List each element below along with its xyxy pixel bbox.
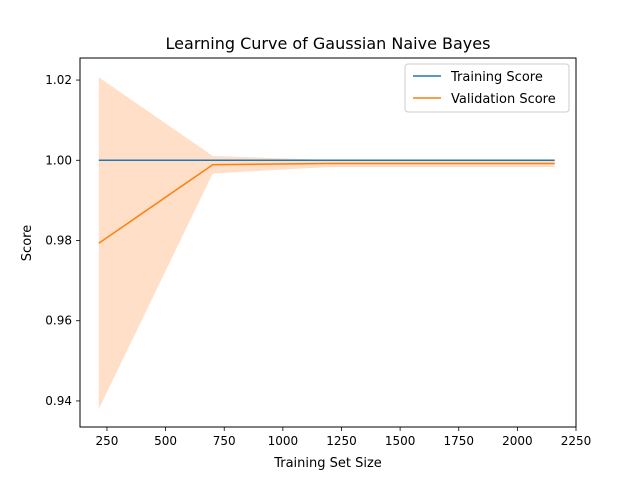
chart-title: Learning Curve of Gaussian Naive Bayes <box>166 34 491 53</box>
x-tick-label: 1250 <box>326 434 357 448</box>
x-tick-label: 500 <box>154 434 177 448</box>
x-tick-label: 1750 <box>443 434 474 448</box>
plot-frame <box>79 57 577 428</box>
series-lines <box>98 159 555 244</box>
validation-score-band <box>98 77 555 410</box>
y-axis-label: Score <box>20 225 35 261</box>
x-tick-label: 1500 <box>385 434 416 448</box>
y-axis-ticks: 0.94 0.96 0.98 1.00 1.02 <box>45 73 80 408</box>
legend-label-training: Training Score <box>450 70 543 85</box>
y-tick-label: 0.98 <box>45 233 72 247</box>
y-tick-label: 1.00 <box>45 153 72 167</box>
x-tick-label: 2250 <box>561 434 592 448</box>
x-axis-label: Training Set Size <box>273 456 382 471</box>
x-tick-label: 750 <box>213 434 236 448</box>
y-tick-label: 0.96 <box>45 314 72 328</box>
y-tick-label: 0.94 <box>45 394 72 408</box>
legend: Training Score Validation Score <box>404 63 570 113</box>
x-tick-label: 250 <box>96 434 119 448</box>
x-axis-ticks: 250 500 750 1000 1250 1500 1750 2000 2250 <box>96 427 592 448</box>
x-tick-label: 2000 <box>502 434 533 448</box>
validation-score-line <box>98 162 555 244</box>
x-tick-label: 1000 <box>268 434 299 448</box>
confidence-bands <box>98 77 555 410</box>
legend-label-validation: Validation Score <box>451 92 556 107</box>
y-tick-label: 1.02 <box>45 73 72 87</box>
legend-box <box>404 63 570 113</box>
